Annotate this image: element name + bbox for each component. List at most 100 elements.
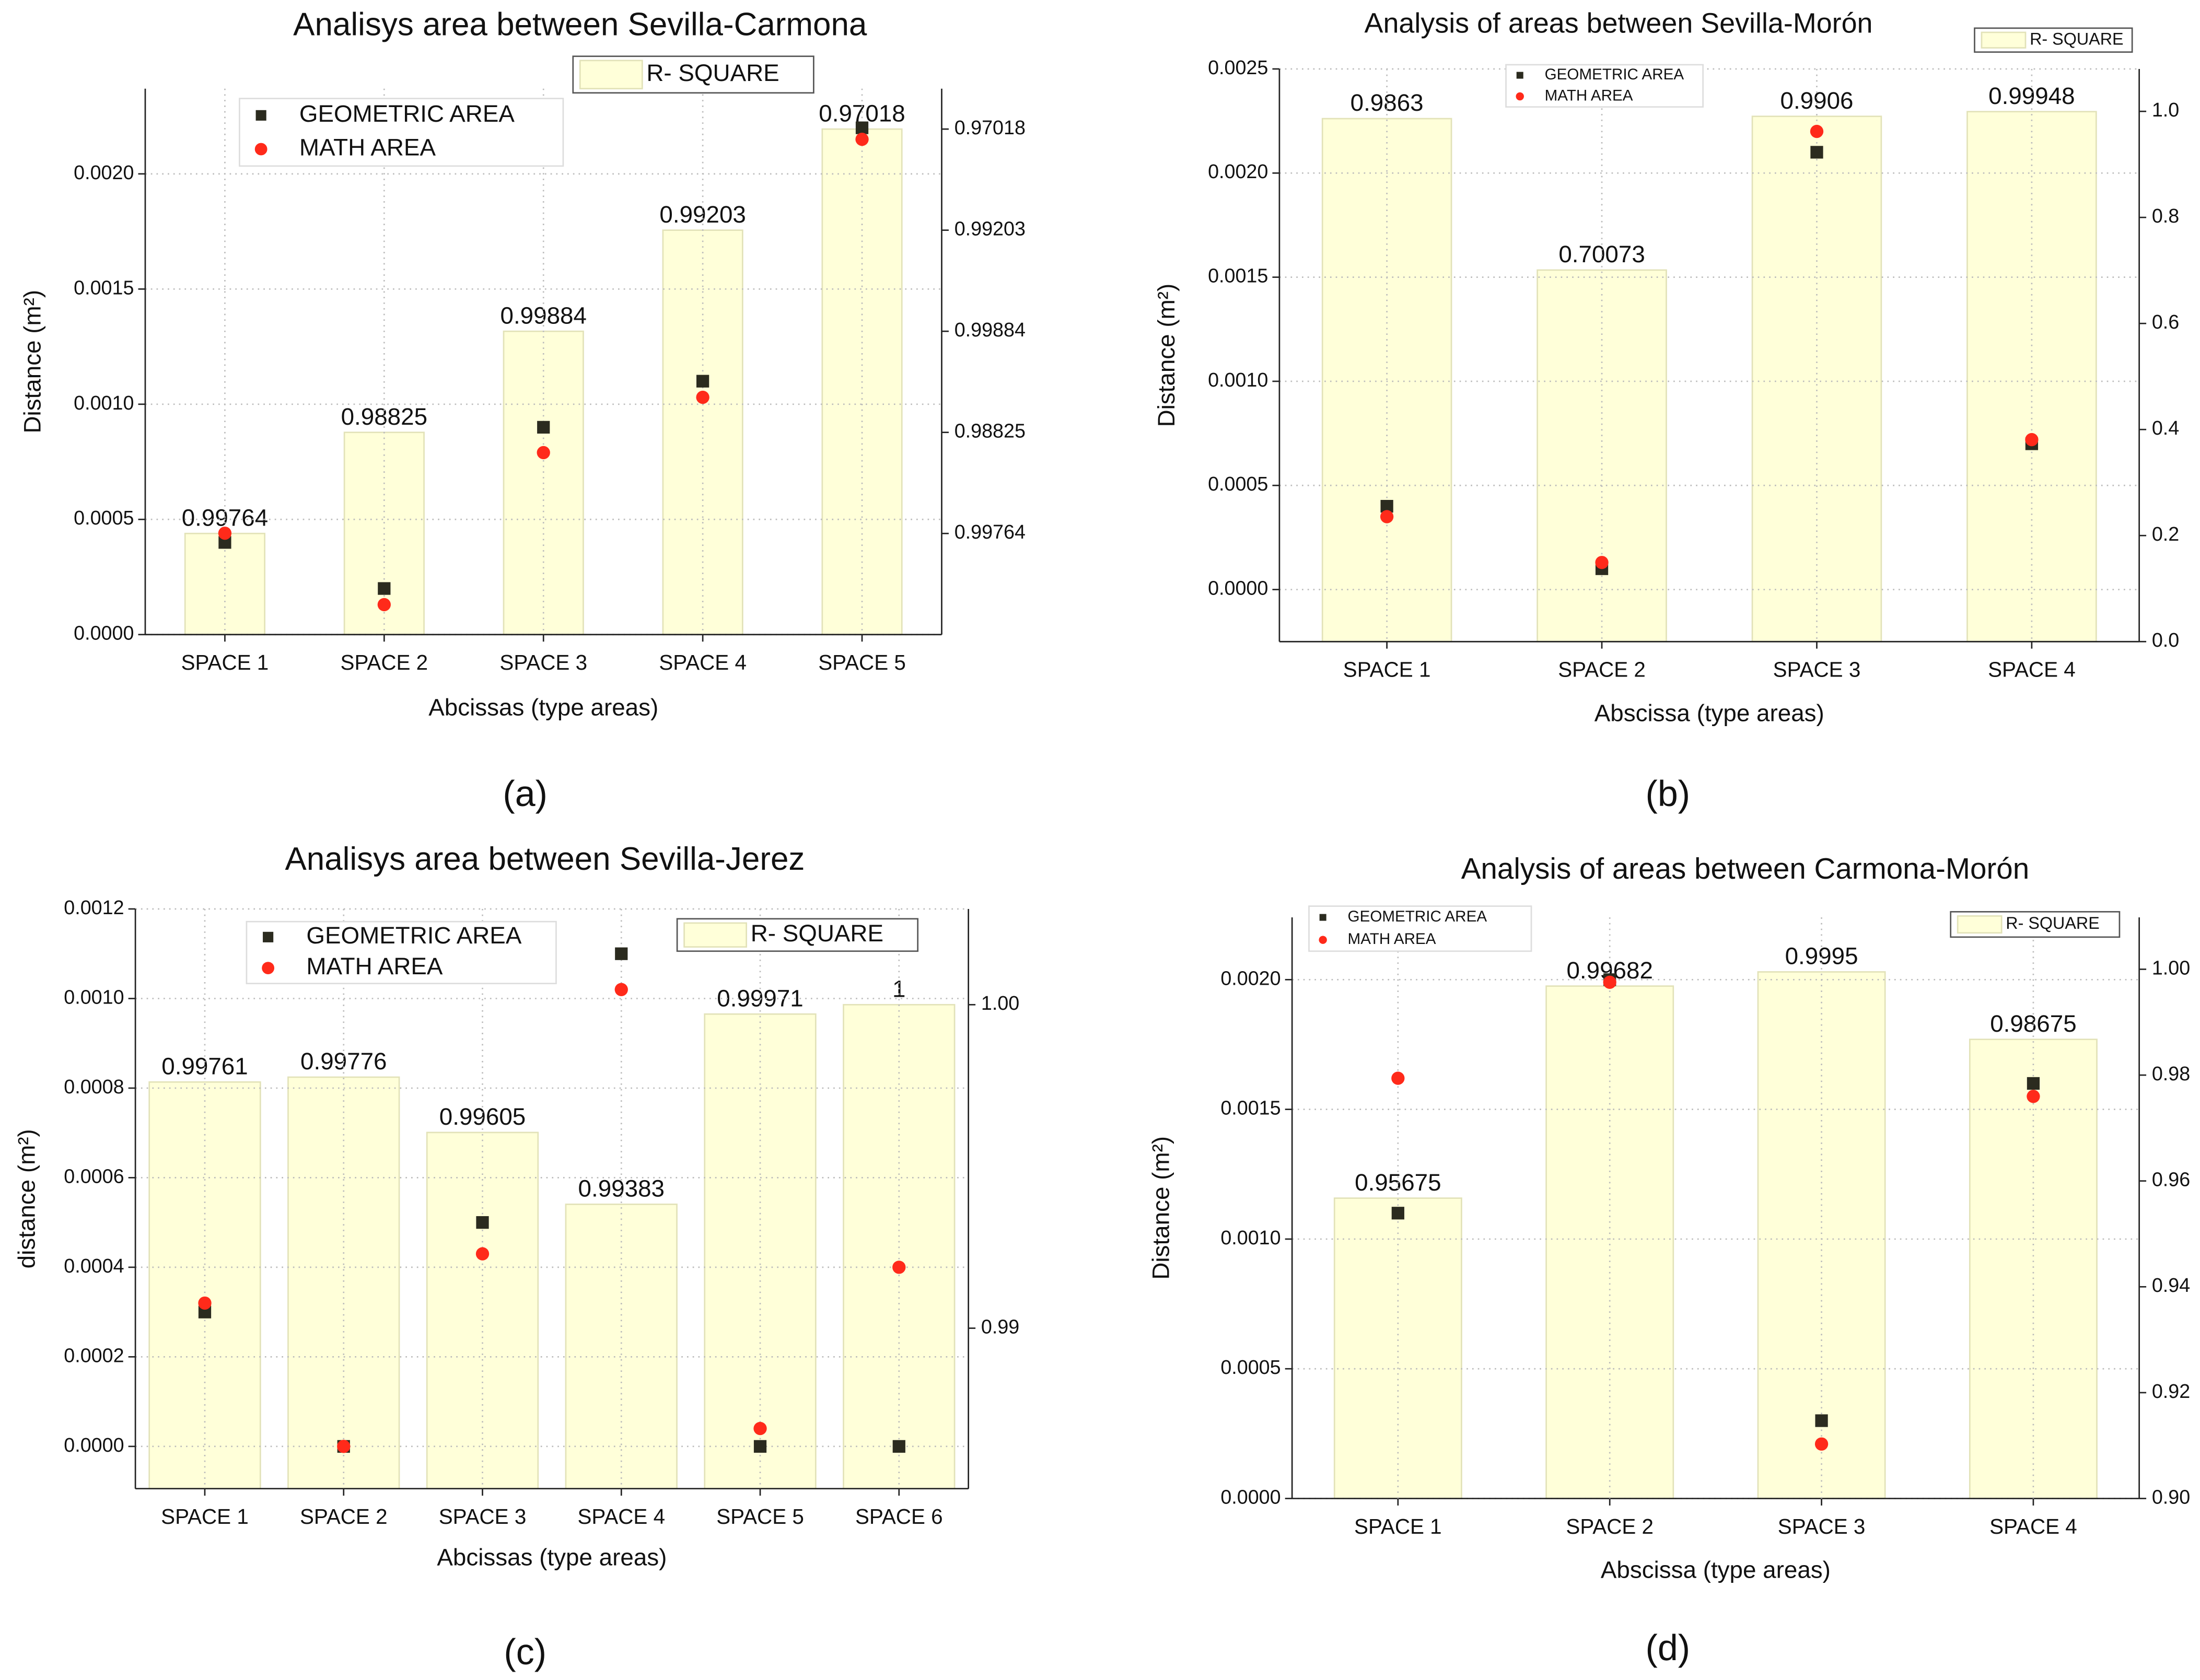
math-point — [1814, 1437, 1829, 1451]
y-tick-label: 0.0010 — [1208, 369, 1268, 391]
bar — [1545, 985, 1674, 1499]
y2-tick-label: 0.99884 — [955, 319, 1026, 341]
geometric-point — [1810, 146, 1823, 159]
y2-tick-label: 0.0 — [2152, 629, 2179, 651]
bar-value-label: 0.98675 — [1990, 1010, 2076, 1037]
legend-marker — [255, 110, 266, 121]
legend-label: R- SQUARE — [751, 920, 883, 947]
chart-panel: Analisys area between Sevilla-Jerez (c) Ab… — [14, 841, 1020, 1672]
math-point — [1391, 1071, 1405, 1085]
x-tick-label: SPACE 3 — [499, 650, 587, 674]
math-point — [1380, 510, 1394, 523]
math-point — [1603, 975, 1616, 989]
y-tick-label: 0.0020 — [1220, 967, 1281, 989]
legend-label: GEOMETRIC AREA — [299, 100, 515, 127]
geometric-point — [1391, 1207, 1404, 1220]
y-tick-label: 0.0006 — [64, 1165, 124, 1187]
y2-tick-label: 0.8 — [2152, 205, 2179, 227]
geometric-point — [696, 375, 709, 388]
legend-label: R- SQUARE — [646, 60, 779, 86]
chart-title: Analysis of areas between Sevilla-Morón — [1365, 8, 1873, 39]
x-tick-label: SPACE 4 — [659, 650, 747, 674]
legend-marker — [1319, 936, 1327, 944]
geometric-point — [615, 947, 628, 960]
legend-marker — [1516, 92, 1524, 101]
x-axis-label: Abcissas (type areas) — [437, 1544, 667, 1570]
legend-box — [246, 920, 557, 985]
y-axis-label: Distance (m²) — [1153, 284, 1180, 427]
panel-label: (a) — [503, 773, 548, 814]
x-tick-label: SPACE 1 — [1343, 657, 1431, 681]
y-tick-label: 0.0010 — [64, 986, 124, 1008]
geometric-point — [378, 582, 391, 595]
x-tick-label: SPACE 2 — [1566, 1514, 1654, 1538]
chart-title: Analysis of areas between Carmona-Morón — [1461, 852, 2029, 885]
bar-value-label: 0.98825 — [341, 403, 427, 430]
x-tick-label: SPACE 3 — [1778, 1514, 1866, 1538]
legend-box — [239, 98, 564, 167]
bar — [426, 1131, 539, 1490]
x-tick-label: SPACE 6 — [855, 1504, 943, 1529]
bar — [1757, 971, 1886, 1499]
bar — [1536, 269, 1667, 643]
y2-tick-label: 0.94 — [2152, 1274, 2190, 1296]
y-tick-label: 0.0010 — [74, 392, 134, 414]
chart-title: Analisys area between Sevilla-Jerez — [285, 841, 805, 877]
legend-marker — [1516, 72, 1523, 79]
legend-marker — [262, 962, 275, 975]
x-tick-label: SPACE 2 — [300, 1504, 388, 1529]
y-tick-label: 0.0005 — [1220, 1356, 1281, 1378]
geometric-point — [2027, 1077, 2040, 1090]
x-axis-label: Abscissa (type areas) — [1601, 1557, 1831, 1583]
y2-tick-label: 0.6 — [2152, 311, 2179, 333]
x-tick-label: SPACE 3 — [1773, 657, 1861, 681]
bar-value-label: 0.9906 — [1780, 87, 1853, 114]
math-point — [1595, 556, 1609, 569]
bar-value-label: 0.99605 — [439, 1103, 526, 1130]
y2-tick-label: 1.0 — [2152, 99, 2179, 121]
x-tick-label: SPACE 5 — [818, 650, 906, 674]
geometric-point — [537, 421, 550, 434]
legend-marker — [254, 143, 267, 156]
y2-tick-label: 0.99203 — [955, 218, 1026, 240]
bar-value-label: 0.99761 — [161, 1053, 248, 1079]
x-tick-label: SPACE 4 — [1989, 1514, 2077, 1538]
y-tick-label: 0.0015 — [74, 276, 134, 298]
bar-value-label: 0.99203 — [659, 201, 746, 228]
panel-label: (b) — [1646, 773, 1691, 814]
legend-swatch — [1957, 915, 2003, 934]
y-axis-label: Distance (m²) — [1147, 1136, 1174, 1280]
math-point — [337, 1440, 351, 1453]
y2-tick-label: 0.99 — [981, 1315, 1019, 1337]
y-tick-label: 0.0008 — [64, 1076, 124, 1098]
bar — [148, 1081, 261, 1490]
y2-tick-label: 1.00 — [981, 992, 1019, 1014]
geometric-point — [476, 1216, 489, 1229]
x-tick-label: SPACE 1 — [1354, 1514, 1442, 1538]
legend-marker — [263, 931, 274, 942]
x-tick-label: SPACE 2 — [341, 650, 428, 674]
bar-value-label: 0.99884 — [500, 302, 587, 329]
bar — [1321, 118, 1452, 643]
x-tick-label: SPACE 2 — [1558, 657, 1646, 681]
math-point — [753, 1421, 767, 1436]
y-tick-label: 0.0000 — [1208, 577, 1268, 599]
geometric-point — [855, 121, 869, 134]
legend-swatch — [1981, 31, 2027, 49]
y-tick-label: 0.0020 — [74, 161, 134, 183]
math-point — [2025, 433, 2039, 447]
y-tick-label: 0.0015 — [1208, 265, 1268, 287]
panel-label: (d) — [1646, 1627, 1691, 1668]
geometric-point — [753, 1440, 767, 1453]
y-tick-label: 0.0002 — [64, 1344, 124, 1366]
legend-label: GEOMETRIC AREA — [1545, 66, 1684, 83]
math-point — [855, 133, 869, 146]
y-tick-label: 0.0004 — [64, 1255, 124, 1277]
math-point — [377, 598, 391, 612]
x-tick-label: SPACE 1 — [181, 650, 269, 674]
y-tick-label: 0.0012 — [64, 896, 124, 918]
bar-value-label: 0.70073 — [1558, 241, 1645, 267]
legend-label: MATH AREA — [1348, 930, 1436, 948]
